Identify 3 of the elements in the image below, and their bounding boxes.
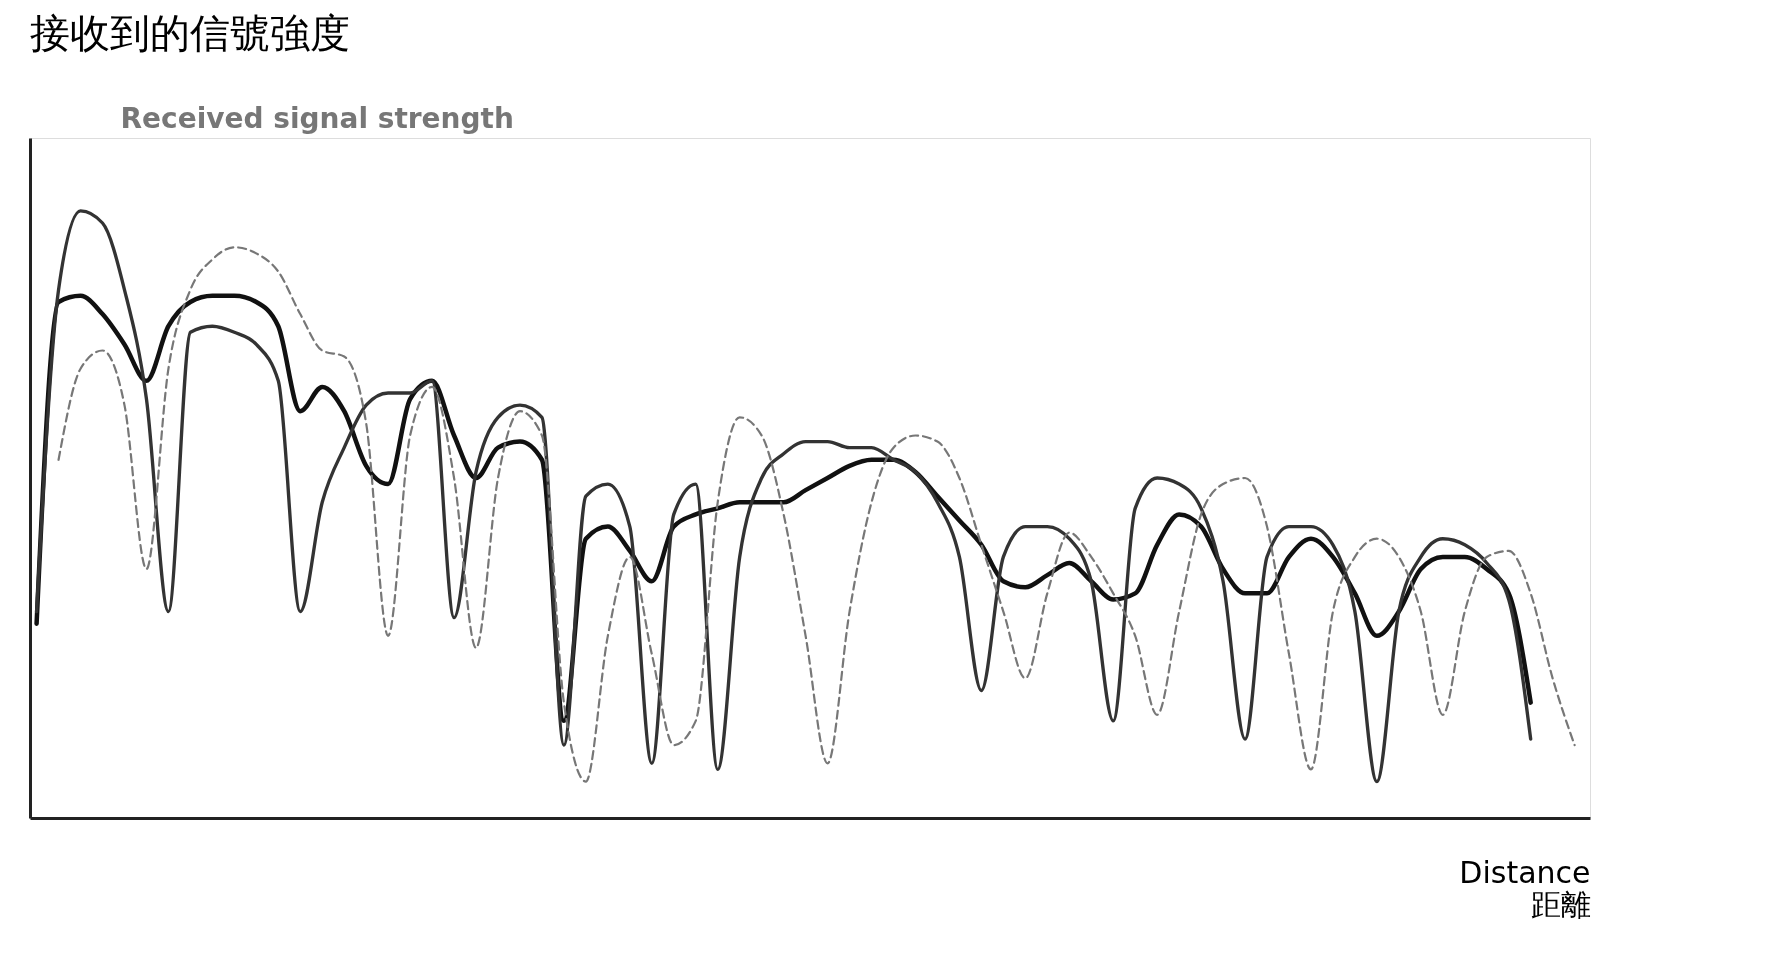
y-axis-title: Received signal strength	[120, 101, 514, 135]
chart-title: 接收到的信號強度	[30, 10, 350, 56]
x-axis-title: Distance 距離	[1459, 854, 1591, 922]
